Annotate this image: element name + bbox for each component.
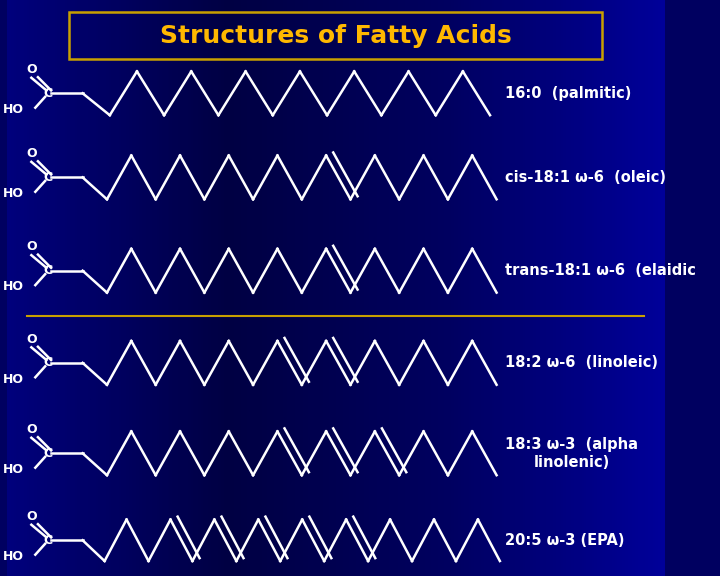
Text: O: O <box>26 63 37 76</box>
Text: O: O <box>26 147 37 160</box>
Text: 18:2 ω-6  (linoleic): 18:2 ω-6 (linoleic) <box>505 355 658 370</box>
Text: O: O <box>26 332 37 346</box>
Text: O: O <box>26 423 37 436</box>
Text: O: O <box>26 510 37 523</box>
Text: O: O <box>26 240 37 253</box>
Text: C: C <box>43 264 53 277</box>
Text: C: C <box>43 171 53 184</box>
Text: C: C <box>43 357 53 369</box>
Text: HO: HO <box>2 103 24 116</box>
Text: 20:5 ω-3 (EPA): 20:5 ω-3 (EPA) <box>505 533 625 548</box>
Text: C: C <box>43 87 53 100</box>
Text: 16:0  (palmitic): 16:0 (palmitic) <box>505 86 631 101</box>
Text: HO: HO <box>2 187 24 200</box>
Text: HO: HO <box>2 281 24 293</box>
Text: C: C <box>43 534 53 547</box>
Text: trans-18:1 ω-6  (elaidic: trans-18:1 ω-6 (elaidic <box>505 263 696 278</box>
Text: HO: HO <box>2 550 24 563</box>
Text: C: C <box>43 447 53 460</box>
Text: cis-18:1 ω-6  (oleic): cis-18:1 ω-6 (oleic) <box>505 170 666 185</box>
Text: HO: HO <box>2 373 24 385</box>
Text: 18:3 ω-3  (alpha
linolenic): 18:3 ω-3 (alpha linolenic) <box>505 437 638 470</box>
Text: HO: HO <box>2 463 24 476</box>
Text: Structures of Fatty Acids: Structures of Fatty Acids <box>160 24 511 48</box>
